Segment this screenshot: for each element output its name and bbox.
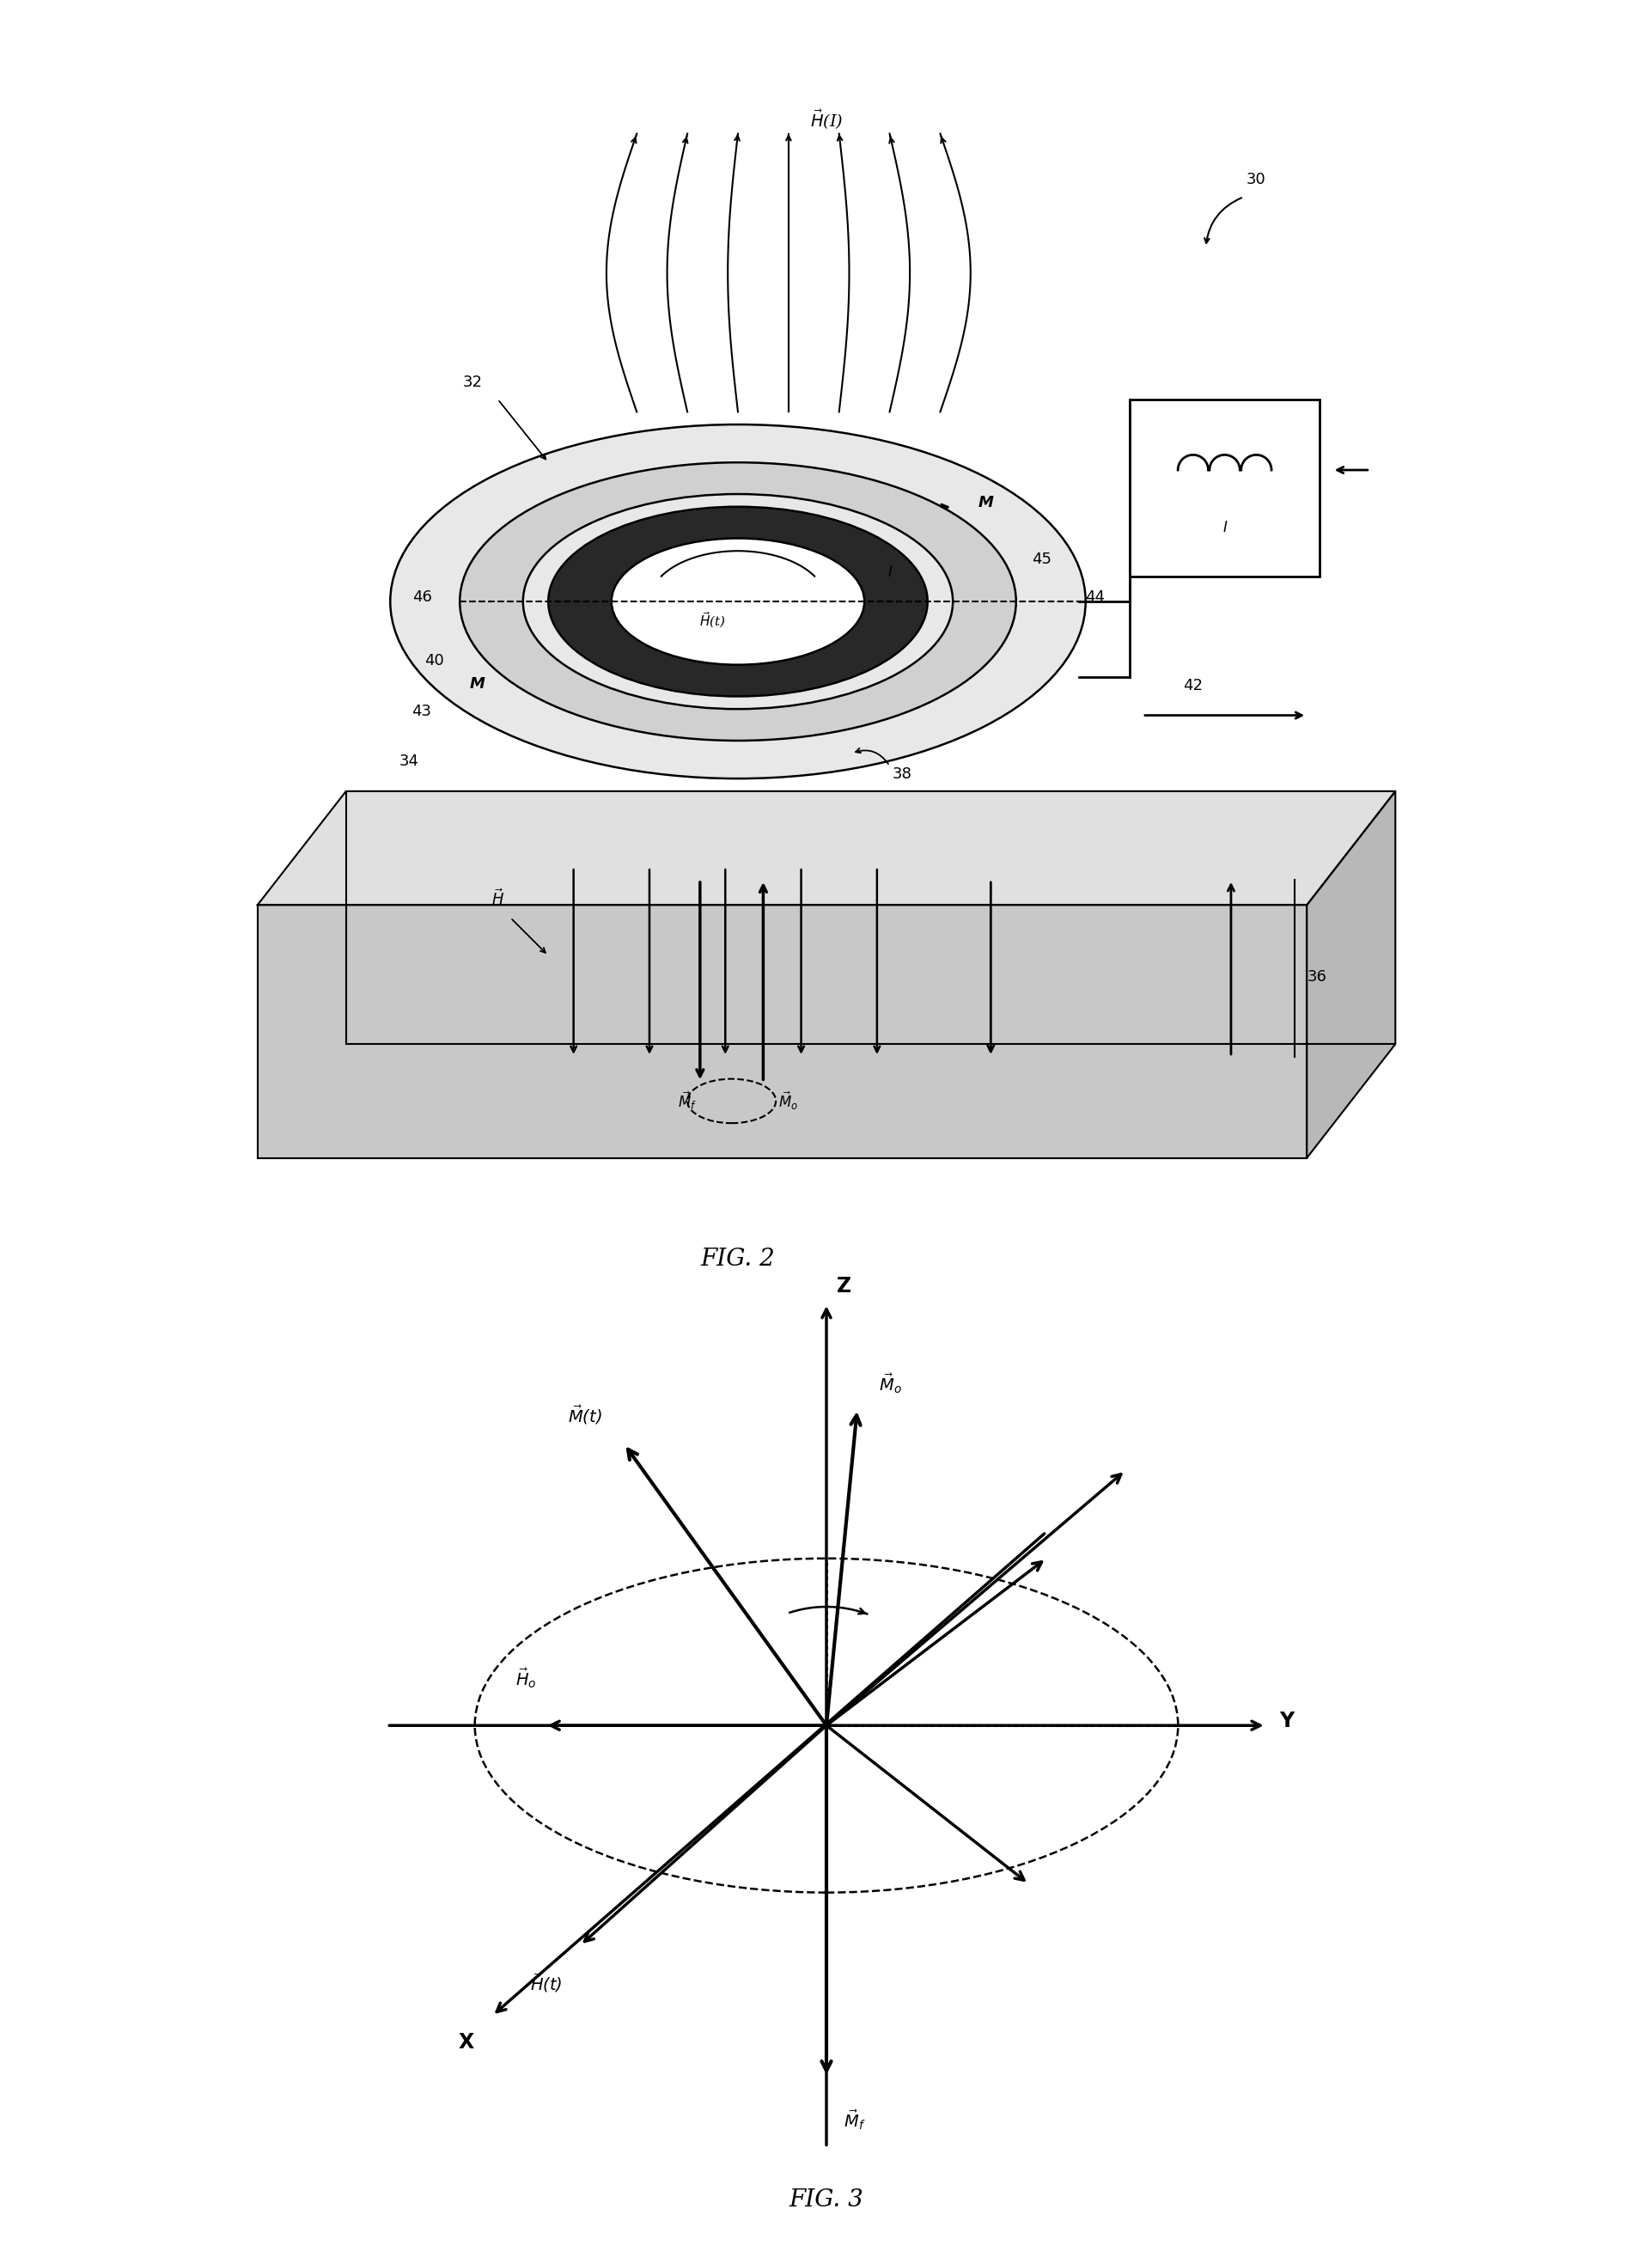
Polygon shape <box>1307 790 1394 1158</box>
Text: I: I <box>887 564 892 580</box>
Text: $\vec{M}_f$: $\vec{M}_f$ <box>677 1091 697 1111</box>
Text: 44: 44 <box>1084 589 1104 605</box>
Text: M: M <box>978 495 993 510</box>
Text: $\vec{M}_o$: $\vec{M}_o$ <box>879 1373 902 1395</box>
Text: $\vec{M}_o$: $\vec{M}_o$ <box>778 1091 798 1111</box>
Ellipse shape <box>548 506 927 695</box>
Text: $\vec{H}$: $\vec{H}$ <box>491 890 504 908</box>
Text: $\vec{H}$(I): $\vec{H}$(I) <box>809 108 843 131</box>
Polygon shape <box>258 790 1394 905</box>
Text: $\vec{M}_f$: $\vec{M}_f$ <box>844 2109 866 2132</box>
Polygon shape <box>258 905 1307 1158</box>
Bar <box>1130 400 1318 576</box>
Text: $\vec{H}_o$: $\vec{H}_o$ <box>515 1666 535 1691</box>
Text: Y: Y <box>1279 1712 1294 1732</box>
Text: 36: 36 <box>1307 969 1327 984</box>
Text: $\vec{H}$(t): $\vec{H}$(t) <box>530 1971 562 1994</box>
Text: 46: 46 <box>411 589 431 605</box>
Text: 43: 43 <box>411 702 431 718</box>
Ellipse shape <box>459 463 1016 741</box>
Text: 40: 40 <box>425 653 444 668</box>
Text: I: I <box>1222 519 1226 535</box>
Text: M: M <box>469 675 484 691</box>
Text: 38: 38 <box>892 765 912 781</box>
Text: 42: 42 <box>1183 677 1203 693</box>
Text: $\vec{H}$(t): $\vec{H}$(t) <box>699 610 725 630</box>
Ellipse shape <box>611 537 864 664</box>
Text: 32: 32 <box>463 375 482 391</box>
Ellipse shape <box>390 425 1085 779</box>
Text: Z: Z <box>836 1276 851 1296</box>
Text: 34: 34 <box>400 754 420 770</box>
Ellipse shape <box>522 495 952 709</box>
Text: 45: 45 <box>1031 551 1051 567</box>
Text: X: X <box>458 2032 474 2053</box>
Text: $\vec{M}$(t): $\vec{M}$(t) <box>568 1404 601 1427</box>
Text: 30: 30 <box>1246 172 1265 187</box>
Text: FIG. 3: FIG. 3 <box>788 2188 864 2213</box>
Text: FIG. 2: FIG. 2 <box>700 1246 775 1271</box>
